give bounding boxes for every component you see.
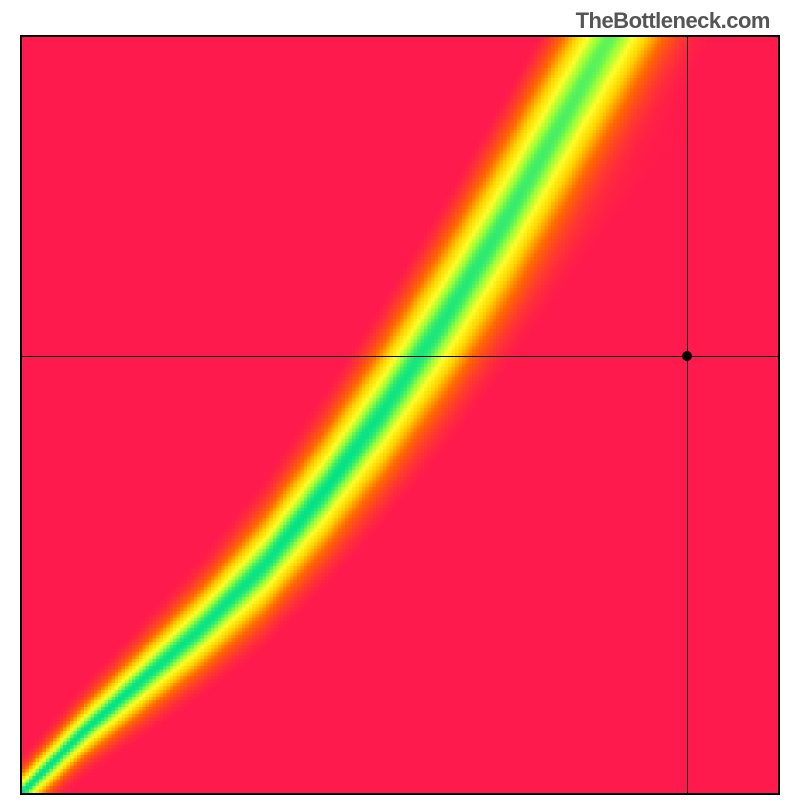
marker-dot bbox=[682, 351, 692, 361]
heatmap-canvas bbox=[22, 37, 778, 793]
crosshair-horizontal bbox=[22, 356, 778, 357]
chart-container: TheBottleneck.com bbox=[0, 0, 800, 800]
watermark-text: TheBottleneck.com bbox=[576, 8, 770, 34]
heatmap-plot bbox=[20, 35, 780, 795]
crosshair-vertical bbox=[687, 37, 688, 793]
